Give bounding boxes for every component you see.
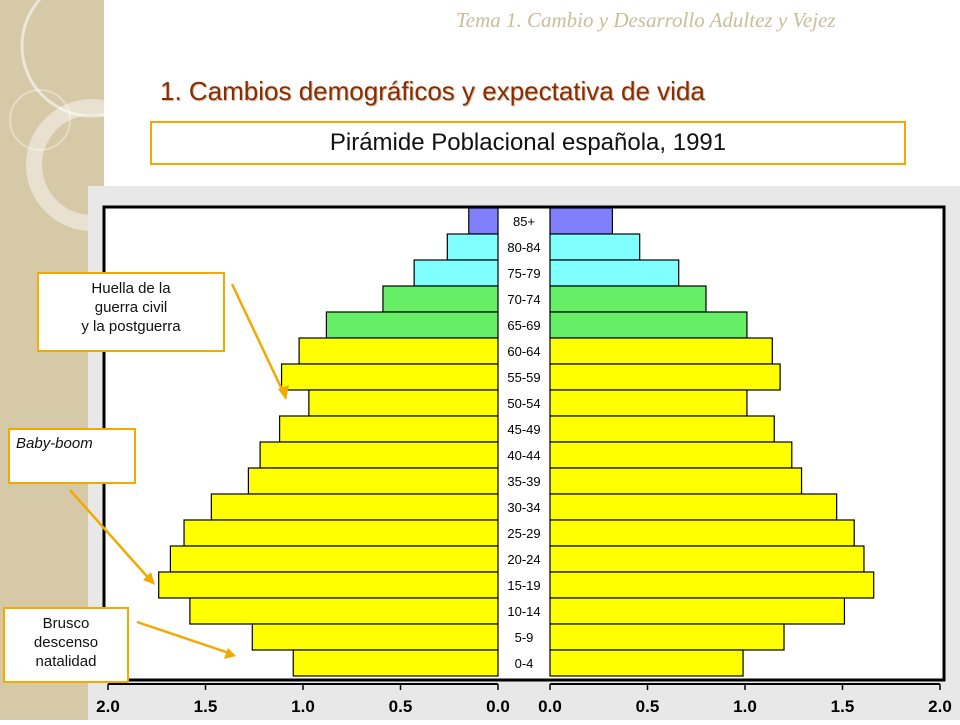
population-pyramid-chart: 85+ 80-84 75-79 70-74 65-69 60-64 55-59 50-54 45… — [96, 205, 952, 716]
x-tick-label-left: 1.0 — [291, 697, 315, 716]
age-group-label: 60-64 — [507, 344, 540, 359]
bar-right-75-79 — [549, 259, 680, 287]
bar-right-5-9 — [549, 623, 785, 651]
age-group-label: 5-9 — [515, 630, 534, 645]
age-group-label: 25-29 — [507, 526, 540, 541]
bar-right-60-64 — [549, 337, 773, 365]
callout-line: Huella de la — [91, 280, 171, 297]
bar-right-20-24 — [549, 545, 865, 573]
age-group-label: 15-19 — [507, 578, 540, 593]
callout-line: natalidad — [35, 653, 97, 670]
age-group-label: 65-69 — [507, 318, 540, 333]
bar-left-75-79 — [413, 259, 499, 287]
bar-left-55-59 — [280, 363, 499, 391]
age-group-label: 80-84 — [507, 240, 540, 255]
x-tick-label-left: 0.0 — [486, 697, 510, 716]
x-tick-label-right: 1.0 — [733, 697, 757, 716]
bar-left-10-14 — [189, 597, 499, 625]
bar-left-45-49 — [279, 415, 499, 443]
x-tick-label-right: 0.0 — [538, 697, 562, 716]
bar-left-25-29 — [183, 519, 499, 547]
age-group-label: 85+ — [513, 214, 535, 229]
bar-left-15-19 — [158, 571, 499, 599]
bar-right-85+ — [549, 207, 614, 235]
age-group-label: 0-4 — [515, 656, 534, 671]
chart-title-box: Pirámide Poblacional española, 1991 — [150, 121, 906, 165]
bar-right-65-69 — [549, 311, 748, 339]
age-group-label: 35-39 — [507, 474, 540, 489]
bar-left-60-64 — [298, 337, 499, 365]
x-tick-label-right: 2.0 — [928, 697, 952, 716]
bar-right-55-59 — [549, 363, 781, 391]
bar-right-40-44 — [549, 441, 793, 469]
callout-civil-war: Huella de la guerra civil y la postguerr… — [37, 272, 225, 352]
callout-line: Baby-boom — [16, 435, 93, 452]
age-group-label: 50-54 — [507, 396, 540, 411]
bar-left-50-54 — [308, 389, 499, 417]
bar-right-50-54 — [549, 389, 748, 417]
chart-title: Pirámide Poblacional española, 1991 — [329, 129, 727, 156]
bar-left-5-9 — [251, 623, 499, 651]
bar-right-10-14 — [549, 597, 846, 625]
x-tick-label-right: 1.5 — [831, 697, 855, 716]
bar-right-0-4 — [549, 649, 744, 677]
callout-line: Brusco — [42, 615, 90, 632]
age-group-label: 55-59 — [507, 370, 540, 385]
age-group-label: 70-74 — [507, 292, 540, 307]
bar-right-30-34 — [549, 493, 838, 521]
bar-right-25-29 — [549, 519, 855, 547]
x-tick-label-left: 1.5 — [194, 697, 218, 716]
bar-right-15-19 — [549, 571, 875, 599]
bar-left-85+ — [468, 207, 499, 235]
age-group-label: 30-34 — [507, 500, 540, 515]
age-group-label: 40-44 — [507, 448, 540, 463]
callout-baby-boom: Baby-boom — [8, 428, 136, 484]
bar-left-80-84 — [446, 233, 499, 261]
callout-line: guerra civil — [94, 299, 168, 316]
bar-left-20-24 — [169, 545, 499, 573]
x-tick-label-left: 0.5 — [389, 697, 413, 716]
callout-line: descenso — [33, 634, 99, 651]
callout-line: y la postguerra — [81, 318, 181, 335]
bar-right-35-39 — [549, 467, 803, 495]
bar-left-65-69 — [325, 311, 499, 339]
bar-right-70-74 — [549, 285, 707, 313]
bar-left-35-39 — [247, 467, 499, 495]
bar-right-45-49 — [549, 415, 775, 443]
presentation-header: Tema 1. Cambio y Desarrollo Adultez y Ve… — [456, 8, 836, 32]
age-group-label: 10-14 — [507, 604, 540, 619]
bar-left-70-74 — [382, 285, 499, 313]
x-tick-label-left: 2.0 — [96, 697, 120, 716]
bar-left-0-4 — [292, 649, 499, 677]
bar-left-30-34 — [210, 493, 499, 521]
chart-area: 85+ 80-84 75-79 70-74 65-69 60-64 55-59 50-54 45… — [88, 186, 960, 720]
callout-natalidad: Brusco descenso natalidad — [3, 607, 129, 683]
age-group-label: 20-24 — [507, 552, 540, 567]
age-group-label: 75-79 — [507, 266, 540, 281]
age-group-label: 45-49 — [507, 422, 540, 437]
x-tick-label-right: 0.5 — [636, 697, 660, 716]
bar-left-40-44 — [259, 441, 499, 469]
bar-right-80-84 — [549, 233, 641, 261]
section-title: 1. Cambios demográficos y expectativa de… — [160, 76, 705, 106]
